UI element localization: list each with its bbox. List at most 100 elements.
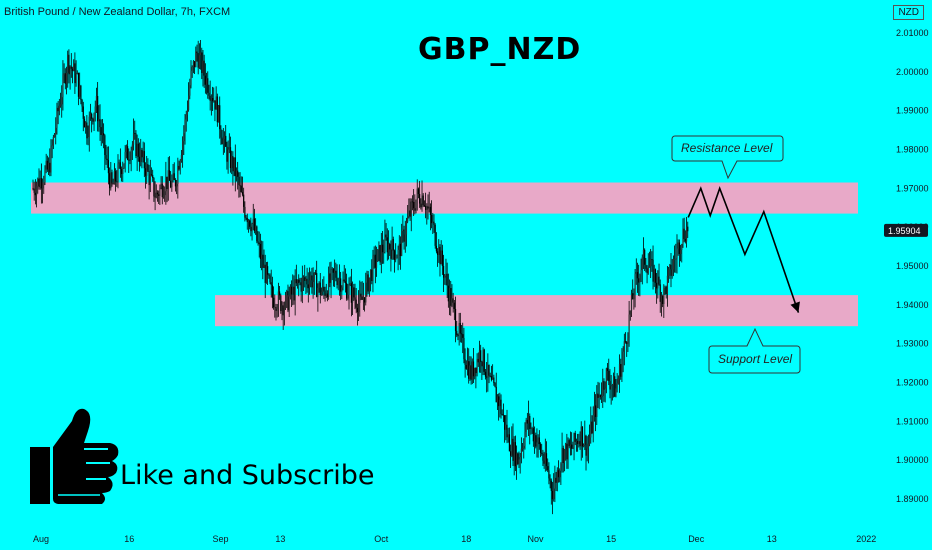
candle-body — [126, 146, 129, 160]
candle-body — [465, 364, 467, 369]
candle-body — [648, 266, 651, 268]
candle-body — [676, 248, 678, 259]
candle-body — [50, 146, 52, 173]
candle-body — [62, 74, 64, 98]
candle-body — [399, 243, 402, 256]
candle-body — [567, 440, 569, 460]
candle-body — [118, 162, 120, 164]
candle-body — [657, 276, 659, 289]
candle-body — [245, 217, 247, 219]
candle-body — [39, 178, 41, 188]
candle-body — [622, 351, 624, 361]
candle-body — [104, 135, 106, 156]
x-tick-label: 18 — [461, 534, 471, 544]
candle-body — [457, 335, 459, 337]
candle-body — [306, 278, 308, 285]
candle-body — [525, 419, 527, 432]
candle-body — [520, 448, 522, 457]
candle-body — [336, 277, 338, 286]
currency-badge[interactable]: NZD — [893, 5, 924, 20]
candle-body — [422, 195, 424, 206]
candle-body — [167, 170, 169, 190]
candle-body — [213, 100, 215, 102]
candle-body — [322, 286, 324, 292]
candle-body — [464, 359, 466, 365]
candle-body — [626, 342, 628, 344]
candle-body — [91, 113, 93, 119]
candle-body — [240, 185, 242, 193]
candle-body — [589, 437, 591, 444]
candle-body — [532, 428, 534, 442]
candle-body — [507, 434, 509, 438]
candle-body — [483, 349, 485, 372]
candle-body — [363, 297, 366, 303]
candle-body — [598, 394, 600, 398]
candle-body — [177, 165, 179, 184]
candle-body — [477, 358, 479, 363]
candle-body — [431, 214, 433, 224]
candle-body — [362, 297, 364, 300]
candle-body — [624, 341, 627, 343]
candle-body — [82, 106, 84, 119]
candle-body — [432, 221, 434, 224]
candle-body — [572, 447, 574, 449]
candle-body — [37, 178, 39, 186]
candle-body — [681, 244, 683, 250]
candle-body — [395, 257, 397, 260]
candle-body — [427, 206, 429, 209]
candle-body — [290, 286, 293, 295]
candle-body — [162, 195, 165, 198]
candle-body — [92, 118, 94, 122]
candle-body — [413, 201, 415, 209]
candle-body — [292, 286, 294, 295]
candle-body — [420, 203, 422, 208]
candle-body — [555, 477, 557, 483]
x-tick-label: Nov — [528, 534, 545, 544]
candle-body — [684, 238, 686, 242]
candle-body — [114, 171, 117, 182]
projection-arrowhead — [790, 301, 800, 313]
candle-body — [51, 145, 53, 147]
candle-body — [204, 75, 206, 85]
candle-body — [308, 280, 311, 289]
candle-body — [156, 192, 159, 195]
candle-body — [282, 305, 284, 316]
candle-body — [518, 459, 520, 464]
candle-body — [335, 270, 337, 278]
candle-body — [597, 393, 599, 398]
candle-body — [223, 135, 226, 140]
candle-body — [506, 424, 508, 438]
candle-body — [436, 251, 439, 255]
candle-body — [660, 296, 663, 302]
candle-body — [205, 78, 208, 85]
candle-body — [673, 258, 676, 260]
candle-body — [237, 170, 239, 177]
candle-body — [365, 282, 367, 303]
candle-body — [186, 110, 189, 115]
candle-body — [381, 244, 384, 253]
x-tick-label: Dec — [688, 534, 705, 544]
candle-body — [68, 54, 70, 75]
candle-body — [407, 216, 409, 222]
candle-body — [32, 188, 34, 190]
candle-body — [659, 284, 661, 302]
candle-body — [129, 159, 131, 161]
candle-body — [650, 259, 652, 267]
candle-body — [314, 272, 317, 274]
candle-body — [316, 273, 318, 297]
candle-body — [499, 399, 501, 407]
candle-body — [296, 279, 299, 284]
candle-body — [419, 194, 421, 204]
candle-body — [85, 122, 87, 128]
candle-body — [405, 221, 408, 235]
candle-body — [235, 170, 238, 177]
candle-body — [554, 477, 556, 489]
candle-body — [147, 164, 149, 171]
candle-body — [514, 442, 516, 467]
candle-body — [618, 364, 621, 379]
candle-body — [602, 381, 604, 396]
candle-body — [398, 243, 400, 250]
support-zone — [215, 295, 858, 327]
candle-body — [172, 173, 174, 181]
